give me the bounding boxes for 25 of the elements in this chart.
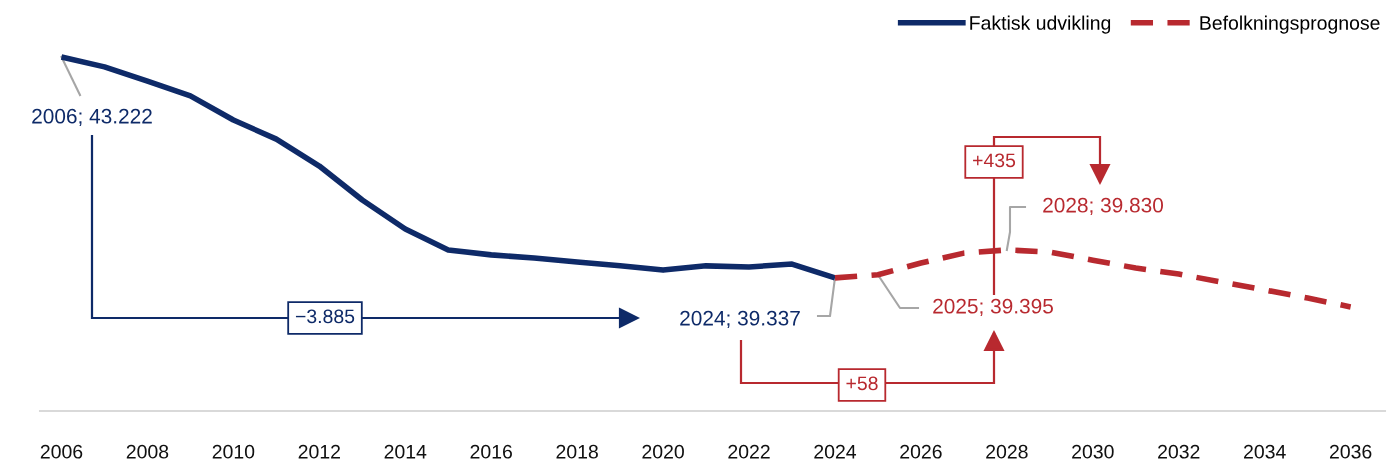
x-tick-label: 2006: [40, 444, 83, 459]
legend-label: Faktisk udvikling: [970, 15, 1111, 34]
annotation: 2028; 39.830: [1043, 197, 1164, 216]
annotation: −3.885: [295, 309, 355, 324]
annotation: 2024; 39.337: [680, 310, 800, 329]
x-tick-label: 2034: [1244, 444, 1286, 459]
x-tick-label: 2028: [986, 444, 1028, 459]
x-tick-label: 2014: [384, 444, 427, 459]
annotation: +435: [973, 153, 1016, 168]
legend-label: Befolkningsprognose: [1200, 15, 1380, 34]
x-tick-label: 2036: [1329, 444, 1372, 459]
x-tick-label: 2016: [470, 444, 512, 459]
x-tick-label: 2020: [642, 444, 684, 459]
x-tick-label: 2030: [1072, 444, 1114, 459]
x-tick-label: 2026: [900, 444, 942, 459]
x-tick-label: 2022: [728, 444, 770, 459]
x-tick-label: 2010: [212, 444, 255, 459]
annotation: +58: [846, 376, 878, 391]
annotation: 2025; 39.395: [933, 298, 1053, 317]
x-tick-label: 2012: [298, 444, 340, 459]
annotation: 2006; 43.222: [32, 108, 152, 127]
x-tick-label: 2032: [1158, 444, 1200, 459]
x-tick-label: 2024: [814, 444, 857, 459]
x-tick-label: 2008: [126, 444, 169, 459]
x-tick-label: 2018: [556, 444, 598, 459]
